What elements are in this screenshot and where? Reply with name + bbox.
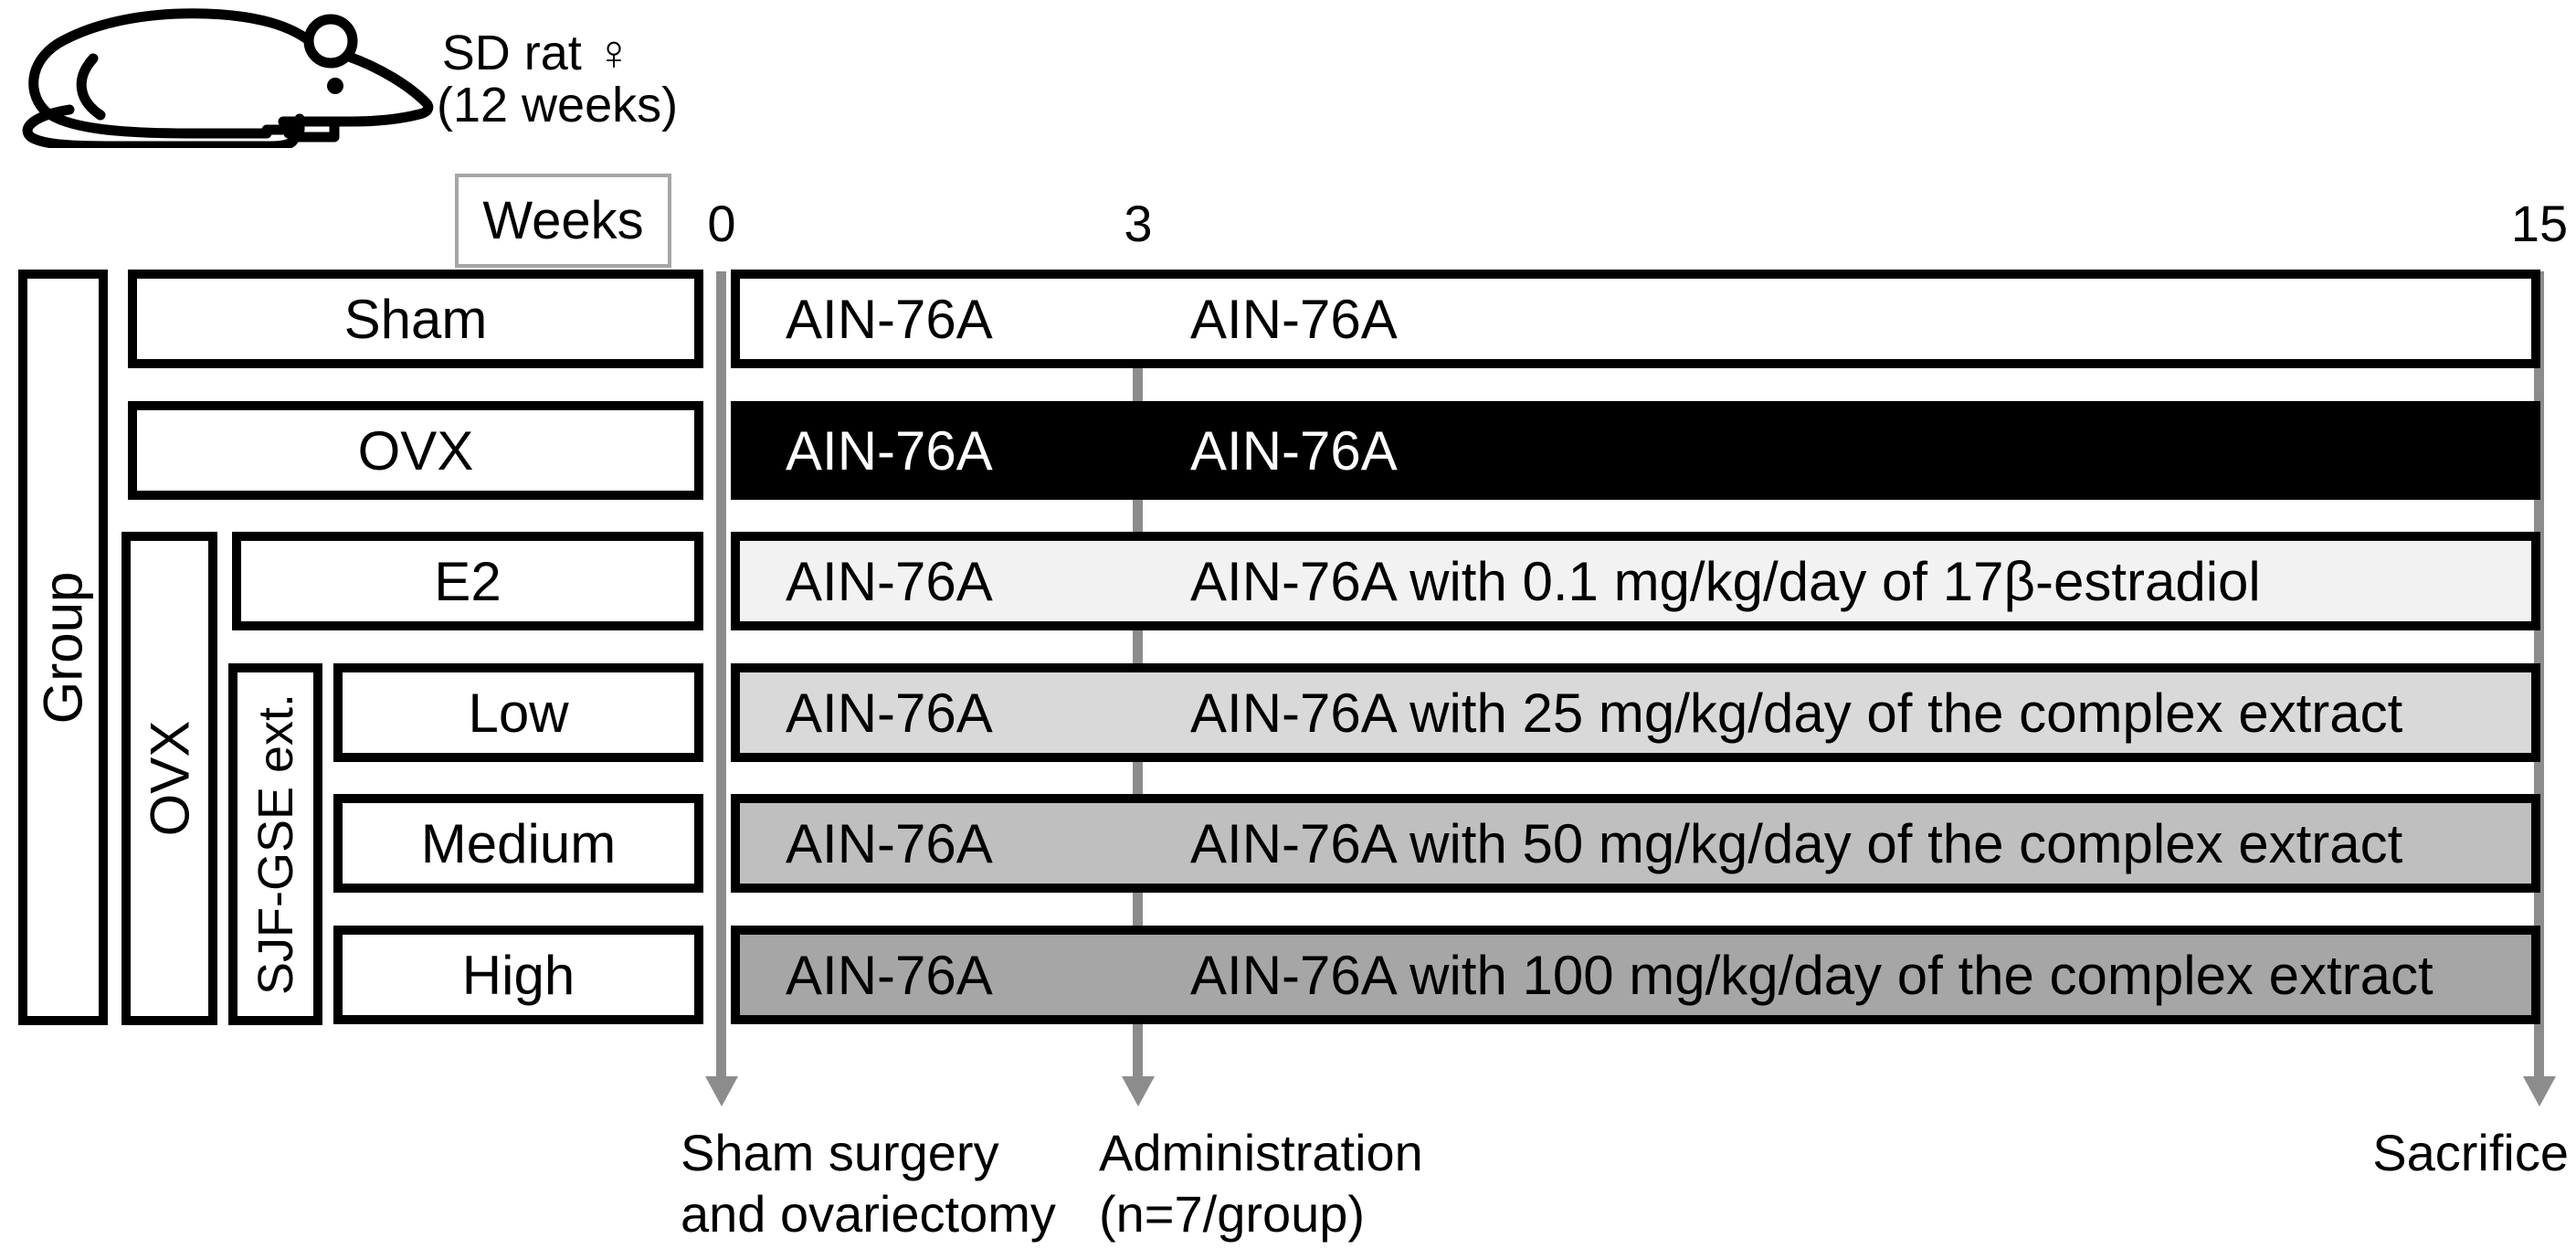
ovx-phase2-diet: AIN-76A [1190, 419, 1398, 482]
timeline-row-ovx: AIN-76A AIN-76A [731, 401, 2540, 500]
timeline-row-sham: AIN-76A AIN-76A [731, 270, 2540, 368]
week-0-arrowhead-icon [705, 1076, 738, 1106]
ovx-subgroup-label: OVX [139, 720, 200, 837]
ovx-subgroup-box: OVX [121, 532, 217, 1025]
label-box-e2: E2 [232, 532, 703, 630]
event-week0-annotation: Sham surgery and ovariectomy [681, 1122, 1056, 1244]
group-header-label: Group [32, 571, 94, 724]
event-week0-line1: Sham surgery [681, 1124, 999, 1181]
weeks-axis-box: Weeks [455, 174, 671, 268]
ovx-phase1-diet: AIN-76A [786, 419, 993, 482]
week-15-arrowhead-icon [2523, 1076, 2556, 1106]
medium-phase2-diet: AIN-76A with 50 mg/kg/day of the complex… [1190, 812, 2403, 874]
label-low: Low [468, 682, 569, 744]
subject-line2: (12 weeks) [437, 78, 679, 132]
sjf-gse-subgroup-box: SJF-GSE ext. [228, 663, 322, 1025]
high-phase1-diet: AIN-76A [786, 944, 993, 1006]
event-week15-line1: Sacrifice [2372, 1124, 2569, 1181]
rat-icon [22, 8, 434, 148]
event-week3-line2: (n=7/group) [1099, 1185, 1366, 1243]
event-week0-line2: and ovariectomy [681, 1185, 1056, 1243]
label-box-low: Low [333, 663, 703, 762]
label-high: High [461, 944, 575, 1006]
tick-week-0: 0 [707, 195, 736, 252]
subject-label: SD rat ♀ (12 weeks) [437, 26, 679, 132]
label-box-ovx: OVX [128, 401, 703, 500]
label-e2: E2 [434, 550, 501, 612]
label-box-high: High [333, 926, 703, 1024]
timeline-row-e2: AIN-76A AIN-76A with 0.1 mg/kg/day of 17… [731, 532, 2540, 630]
label-box-sham: Sham [128, 270, 703, 368]
event-week3-line1: Administration [1099, 1124, 1423, 1181]
subject-line1: SD rat ♀ [441, 26, 633, 80]
event-week3-annotation: Administration (n=7/group) [1099, 1122, 1423, 1244]
tick-week-3: 3 [1124, 195, 1153, 252]
high-phase2-diet: AIN-76A with 100 mg/kg/day of the comple… [1190, 944, 2433, 1006]
sham-phase2-diet: AIN-76A [1190, 288, 1398, 350]
low-phase1-diet: AIN-76A [786, 682, 993, 744]
sjf-gse-subgroup-label: SJF-GSE ext. [248, 693, 303, 996]
timeline-row-high: AIN-76A AIN-76A with 100 mg/kg/day of th… [731, 926, 2540, 1024]
medium-phase1-diet: AIN-76A [786, 812, 993, 874]
group-header-box: Group [18, 270, 108, 1025]
week-3-arrowhead-icon [1122, 1076, 1155, 1106]
timeline-row-medium: AIN-76A AIN-76A with 50 mg/kg/day of the… [731, 794, 2540, 893]
e2-phase1-diet: AIN-76A [786, 550, 993, 612]
tick-week-15: 15 [2510, 195, 2569, 252]
timeline-row-low: AIN-76A AIN-76A with 25 mg/kg/day of the… [731, 663, 2540, 762]
sham-phase1-diet: AIN-76A [786, 288, 993, 350]
label-medium: Medium [420, 812, 617, 874]
label-ovx: OVX [357, 419, 474, 482]
week-0-line [716, 271, 726, 1076]
low-phase2-diet: AIN-76A with 25 mg/kg/day of the complex… [1190, 682, 2403, 744]
e2-phase2-diet: AIN-76A with 0.1 mg/kg/day of 17β-estrad… [1190, 550, 2261, 612]
rat-eye [327, 78, 343, 94]
label-box-medium: Medium [333, 794, 703, 893]
event-week15-annotation: Sacrifice [2338, 1122, 2569, 1183]
weeks-axis-label: Weeks [482, 191, 644, 250]
label-sham: Sham [343, 288, 488, 350]
